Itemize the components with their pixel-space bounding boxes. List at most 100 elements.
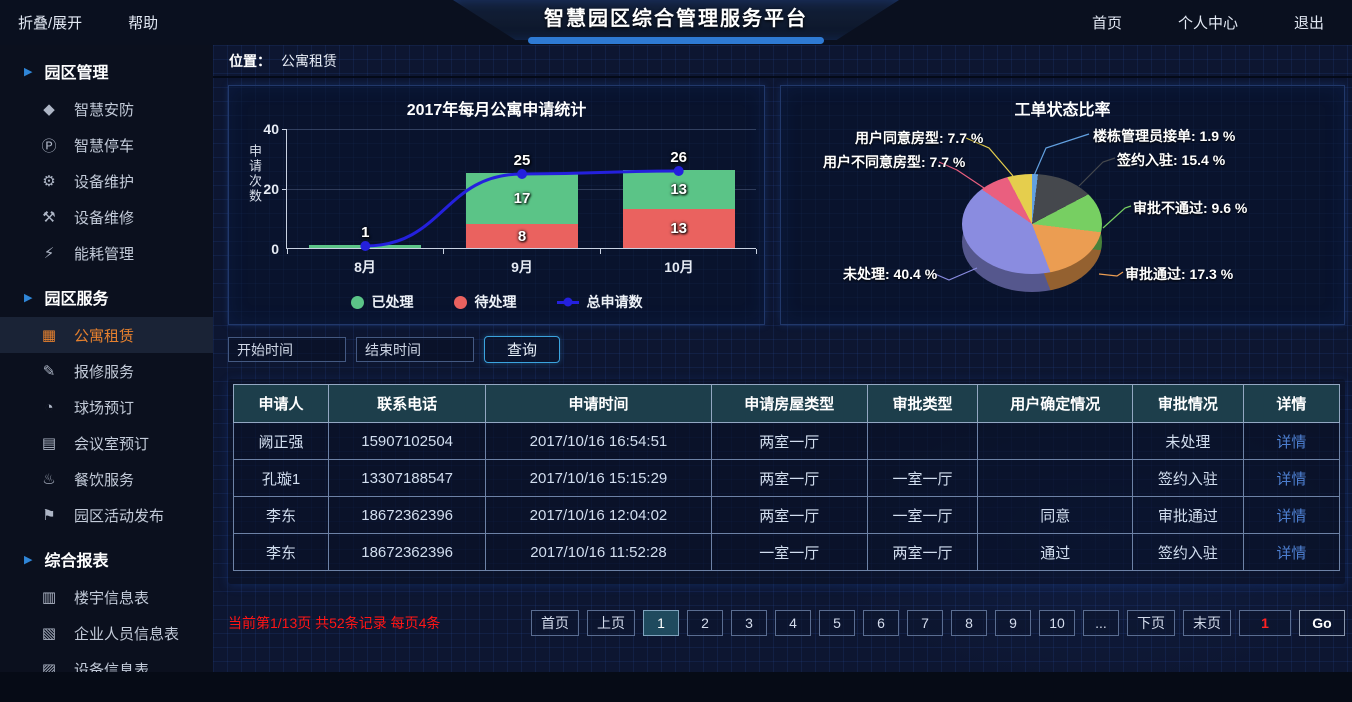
pagination-prev[interactable]: 上页 [587, 610, 635, 636]
chevron-right-icon: ▶ [24, 291, 33, 304]
sidebar-item-staff-info[interactable]: ▧ 企业人员信息表 [0, 615, 213, 651]
col-approve-type: 审批类型 [866, 384, 979, 423]
bar-10月: 13 13 [622, 170, 735, 248]
page-title: 智慧园区综合管理服务平台 [544, 8, 808, 30]
pagination-page-8[interactable]: 8 [951, 610, 987, 636]
sidebar-section-reports[interactable]: ▶ 综合报表 [0, 539, 213, 579]
x-tick-sep: 9月 [511, 259, 533, 275]
detail-link[interactable]: 详情 [1276, 544, 1307, 562]
pagination-page-9[interactable]: 9 [995, 610, 1031, 636]
query-button[interactable]: 查询 [484, 336, 560, 363]
pagination-page-2[interactable]: 2 [687, 610, 723, 636]
sidebar-item-meeting-room[interactable]: ▤ 会议室预订 [0, 425, 213, 461]
pagination-first[interactable]: 首页 [531, 610, 579, 636]
sidebar-section-park-management[interactable]: ▶ 园区管理 [0, 51, 213, 91]
breadcrumb-value: 公寓租赁 [281, 52, 337, 69]
pagination-last[interactable]: 末页 [1183, 610, 1231, 636]
col-apply-time: 申请时间 [485, 384, 712, 423]
sidebar-item-court-booking[interactable]: ◔ 球场预订 [0, 389, 213, 425]
gridline-40 [287, 129, 756, 130]
sidebar-item-parking[interactable]: Ⓟ 智慧停车 [0, 127, 213, 163]
pie-label-manager-accepted: 楼栋管理员接单: 1.9 % [1093, 128, 1236, 144]
sidebar-item-device-info[interactable]: ▨ 设备信息表 [0, 651, 213, 672]
start-time-input[interactable] [228, 337, 346, 362]
detail-link[interactable]: 详情 [1276, 433, 1307, 451]
bar-chart-panel: 2017年每月公寓申请统计 申请次数 40 20 0 8月 9月 10 [228, 85, 765, 325]
clock-icon: ◔ [44, 398, 54, 416]
pagination-page-4[interactable]: 4 [775, 610, 811, 636]
line-point-label: 26 [670, 149, 687, 166]
col-approve-status: 审批情况 [1132, 384, 1244, 423]
table-row: 李东 18672362396 2017/10/16 12:04:02 两室一厅 … [232, 496, 1341, 534]
detail-link[interactable]: 详情 [1276, 507, 1307, 525]
sidebar-item-device-repair[interactable]: ⚒ 设备维修 [0, 199, 213, 235]
sidebar-item-building-info[interactable]: ▥ 楼宇信息表 [0, 579, 213, 615]
pagination-ellipsis[interactable]: ... [1083, 610, 1119, 636]
pagination-page-7[interactable]: 7 [907, 610, 943, 636]
sidebar-section-label: 园区管理 [44, 65, 109, 82]
sidebar-item-label: 能耗管理 [74, 245, 135, 263]
legend-label: 总申请数 [586, 294, 643, 310]
legend-item-total[interactable]: 总申请数 [556, 292, 643, 312]
legend-label: 待处理 [474, 294, 517, 310]
pagination-page-5[interactable]: 5 [819, 610, 855, 636]
pie-chart-title: 工单状态比率 [1014, 102, 1111, 119]
sidebar-item-label: 企业人员信息表 [74, 625, 180, 643]
line-point-label: 25 [513, 152, 531, 169]
pagination-next[interactable]: 下页 [1127, 610, 1175, 636]
home-link[interactable]: 首页 [1091, 15, 1122, 32]
y-tick-0: 0 [271, 241, 279, 257]
sidebar-item-apartment-rental[interactable]: ▦ 公寓租赁 [0, 317, 213, 353]
page-go-button[interactable]: Go [1299, 610, 1345, 636]
page-jump-input[interactable] [1239, 610, 1291, 636]
filter-row: 查询 [228, 336, 1352, 363]
flag-icon: ⚑ [42, 507, 56, 524]
pagination-page-1[interactable]: 1 [643, 610, 679, 636]
page-info-text: 当前第1/13页 共52条记录 每页4条 [228, 615, 441, 631]
detail-link[interactable]: 详情 [1276, 470, 1307, 488]
profile-link[interactable]: 个人中心 [1177, 15, 1238, 32]
sidebar-item-activity-publish[interactable]: ⚑ 园区活动发布 [0, 497, 213, 533]
meeting-icon: ▤ [41, 435, 57, 452]
sidebar-item-catering[interactable]: ♨ 餐饮服务 [0, 461, 213, 497]
sidebar-item-label: 球场预订 [74, 399, 135, 417]
sidebar-item-label: 会议室预订 [74, 435, 150, 453]
legend-item-processed[interactable]: 已处理 [350, 292, 414, 312]
sidebar-section-park-service[interactable]: ▶ 园区服务 [0, 277, 213, 317]
legend-item-pending[interactable]: 待处理 [453, 292, 517, 312]
bar-8月 [309, 245, 422, 248]
gear-icon: ⚙ [42, 173, 56, 190]
topbar-left-links: 折叠/展开 帮助 [18, 0, 158, 45]
sidebar-item-repair-service[interactable]: ✎ 报修服务 [0, 353, 213, 389]
food-icon: ♨ [42, 471, 56, 488]
pie-3d-face [962, 174, 1102, 274]
pagination-page-6[interactable]: 6 [863, 610, 899, 636]
legend-swatch-total [556, 300, 579, 304]
bar-chart-plot: 40 20 0 8月 9月 10月 8 17 13 13 1 25 26 [263, 121, 757, 275]
sidebar-item-energy[interactable]: ⚡ 能耗管理 [0, 235, 213, 271]
sidebar-item-label: 餐饮服务 [74, 471, 135, 489]
sidebar-item-security[interactable]: ◆ 智慧安防 [0, 91, 213, 127]
tools-icon: ⚒ [42, 209, 56, 226]
title-accent-bar [528, 37, 824, 44]
sidebar-section-label: 综合报表 [44, 553, 109, 570]
pagination-page-10[interactable]: 10 [1039, 610, 1075, 636]
pie-label-user-agree: 用户同意房型: 7.7 % [855, 130, 984, 146]
help-link[interactable]: 帮助 [128, 15, 159, 32]
logout-link[interactable]: 退出 [1293, 15, 1324, 32]
collapse-toggle-link[interactable]: 折叠/展开 [18, 15, 83, 32]
energy-icon: ⚡ [43, 245, 55, 262]
col-user-confirm: 用户确定情况 [977, 384, 1134, 423]
charts-row: 2017年每月公寓申请统计 申请次数 40 20 0 8月 9月 10 [228, 85, 1345, 325]
pagination-page-3[interactable]: 3 [731, 610, 767, 636]
sidebar-item-label: 智慧停车 [74, 137, 135, 155]
table-row: 李东 18672362396 2017/10/16 11:52:28 一室一厅 … [232, 533, 1341, 571]
line-point-label: 1 [361, 224, 370, 241]
sidebar-item-device-maintain[interactable]: ⚙ 设备维护 [0, 163, 213, 199]
table-row: 孔璇1 13307188547 2017/10/16 15:15:29 两室一厅… [232, 459, 1341, 497]
sidebar-item-label: 报修服务 [74, 363, 135, 381]
pie-chart-panel: 工单状态比率 楼栋管理员接单: 1.9 % 签约入驻: 15.4 % [780, 85, 1345, 325]
end-time-input[interactable] [356, 337, 474, 362]
sidebar-item-label: 设备信息表 [74, 661, 150, 673]
